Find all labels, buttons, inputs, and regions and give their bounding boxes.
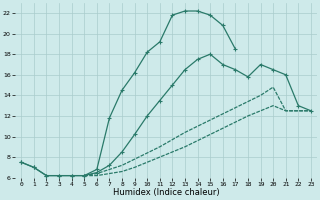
X-axis label: Humidex (Indice chaleur): Humidex (Indice chaleur)	[113, 188, 220, 197]
